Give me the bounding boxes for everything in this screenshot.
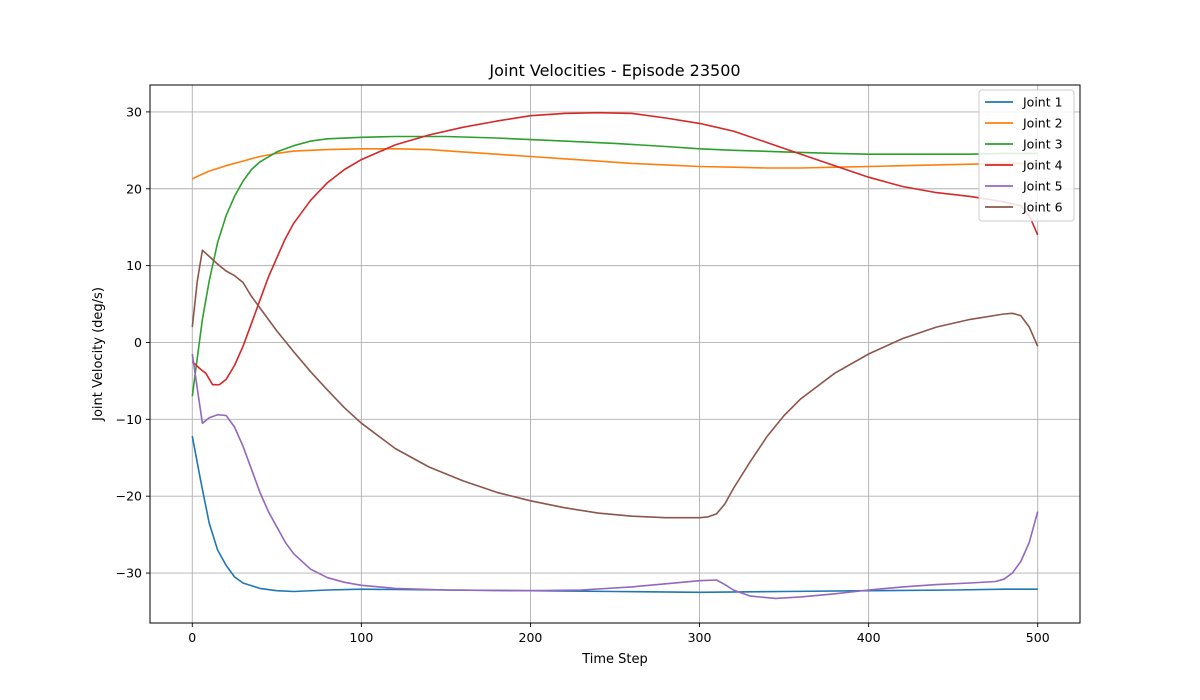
series-layer [191, 111, 1039, 600]
series-line-joint-1 [191, 436, 1038, 594]
series-line-joint-6 [191, 249, 1039, 519]
x-tick-label: 100 [349, 630, 373, 645]
y-tick-label: −30 [116, 566, 142, 581]
series-line-joint-2 [191, 148, 1038, 180]
plot-area-frame [149, 84, 1081, 624]
grid-lines [150, 85, 1080, 623]
y-tick-label: −10 [116, 412, 142, 427]
series-line-joint-3 [191, 135, 1038, 397]
legend-label: Joint 2 [1022, 116, 1063, 131]
y-axis: −30 −20 −10 0 10 20 30 [116, 104, 150, 581]
x-tick-label: 0 [188, 630, 196, 645]
y-tick-label: 10 [126, 258, 142, 273]
x-axis: 0 100 200 300 400 500 [188, 623, 1050, 645]
legend-label: Joint 4 [1022, 158, 1063, 173]
chart-title: Joint Velocities - Episode 23500 [488, 61, 740, 80]
x-axis-label: Time Step [581, 652, 648, 667]
y-axis-label: Joint Velocity (deg/s) [91, 287, 106, 422]
y-tick-label: 20 [126, 181, 142, 196]
x-tick-label: 300 [688, 630, 712, 645]
legend-label: Joint 5 [1022, 179, 1063, 194]
y-tick-label: 0 [134, 335, 142, 350]
legend: Joint 1 Joint 2 Joint 3 Joint 4 Joint 5 Joint… [978, 89, 1075, 222]
legend-label: Joint 6 [1022, 200, 1063, 215]
series-line-joint-5 [191, 353, 1039, 600]
y-tick-label: 30 [126, 104, 142, 119]
series-line-joint-4 [191, 111, 1039, 386]
x-tick-label: 500 [1026, 630, 1050, 645]
legend-label: Joint 3 [1022, 137, 1063, 152]
x-tick-label: 400 [857, 630, 881, 645]
y-tick-label: −20 [116, 489, 142, 504]
x-tick-label: 200 [519, 630, 543, 645]
legend-label: Joint 1 [1022, 95, 1063, 110]
